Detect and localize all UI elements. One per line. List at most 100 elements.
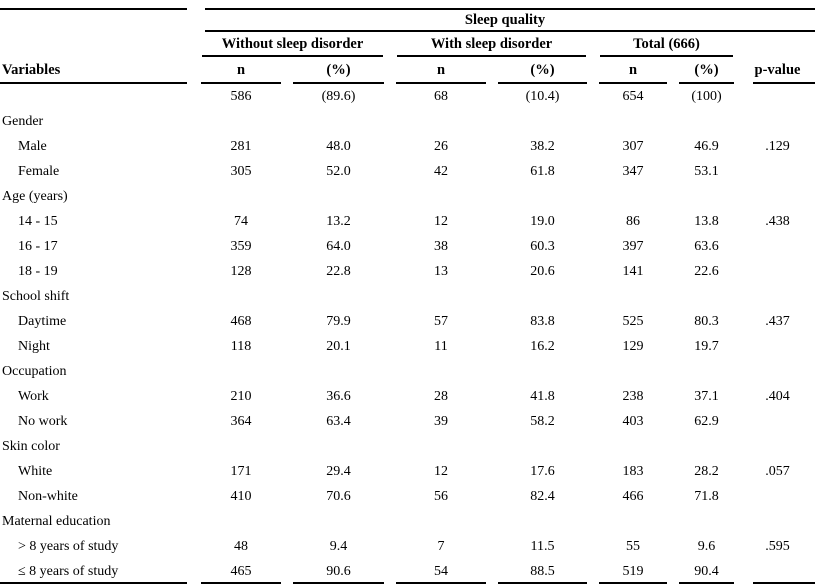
cell-value: 88.5 bbox=[492, 559, 593, 584]
row-label: > 8 years of study bbox=[18, 538, 119, 554]
cell-value: 70.6 bbox=[326, 488, 351, 504]
cell-value: 52.0 bbox=[326, 163, 351, 179]
cell-value: 13.2 bbox=[326, 213, 351, 229]
cell-value: (89.6) bbox=[321, 88, 356, 104]
cell-value: 129 bbox=[622, 338, 644, 354]
group-header-row: Without sleep disorder With sleep disord… bbox=[0, 32, 815, 57]
category-row: Age (years) bbox=[0, 184, 815, 209]
row-label: 16 - 17 bbox=[18, 238, 58, 254]
p-value-cell: .438 bbox=[765, 213, 790, 229]
category-label: Skin color bbox=[2, 438, 60, 454]
cell-value: 20.1 bbox=[326, 338, 351, 354]
cell-value: 16.2 bbox=[530, 338, 555, 354]
cell-value: 57 bbox=[434, 313, 448, 329]
span-header-row: Variables Sleep quality bbox=[0, 8, 815, 77]
cell-value: 586 bbox=[230, 88, 252, 104]
row-label: White bbox=[18, 463, 53, 479]
row-label: Non-white bbox=[18, 488, 78, 504]
group-header-with-sleep-disorder: With sleep disorder bbox=[390, 32, 593, 57]
cell-value: 55 bbox=[626, 538, 640, 554]
cell-value: 654 bbox=[622, 88, 644, 104]
cell-value: 82.4 bbox=[530, 488, 555, 504]
cell-value: 29.4 bbox=[326, 463, 351, 479]
data-row: 16 - 17 359 64.0 38 60.3 397 63.6 bbox=[0, 234, 815, 259]
p-value-cell bbox=[740, 559, 815, 584]
cell-value: 525 bbox=[622, 313, 644, 329]
cell-value: 22.6 bbox=[694, 263, 719, 279]
group-header-total: Total (666) bbox=[593, 32, 740, 57]
cell-value: 20.6 bbox=[530, 263, 555, 279]
data-row: 18 - 19 128 22.8 13 20.6 141 22.6 bbox=[0, 259, 815, 284]
cell-value: 90.6 bbox=[287, 559, 390, 584]
cell-value: 128 bbox=[230, 263, 252, 279]
col-header-pct-total: (%) bbox=[673, 57, 740, 84]
cell-value: 90.4 bbox=[673, 559, 740, 584]
cell-value: 410 bbox=[230, 488, 252, 504]
row-label: Daytime bbox=[18, 313, 67, 329]
data-row: Night 118 20.1 11 16.2 129 19.7 bbox=[0, 334, 815, 359]
cell-value: 465 bbox=[195, 559, 287, 584]
cell-value: 183 bbox=[622, 463, 644, 479]
cell-value: 41.8 bbox=[530, 388, 555, 404]
cell-value: 64.0 bbox=[326, 238, 351, 254]
cell-value: 83.8 bbox=[530, 313, 555, 329]
data-row: > 8 years of study 48 9.4 7 11.5 55 9.6 .595 bbox=[0, 534, 815, 559]
cell-value: 9.4 bbox=[329, 538, 348, 554]
cell-value: 39 bbox=[434, 413, 448, 429]
variables-column-header: Variables bbox=[0, 8, 195, 84]
p-value-cell bbox=[740, 84, 815, 109]
category-label: Gender bbox=[2, 113, 44, 129]
cell-value: 238 bbox=[622, 388, 644, 404]
cell-value: 48 bbox=[234, 538, 248, 554]
cell-value: 347 bbox=[622, 163, 644, 179]
p-value-cell: .595 bbox=[765, 538, 790, 554]
data-row: Daytime 468 79.9 57 83.8 525 80.3 .437 bbox=[0, 309, 815, 334]
col-header-pvalue: p-value bbox=[740, 57, 815, 84]
category-row: Occupation bbox=[0, 359, 815, 384]
cell-value: 359 bbox=[230, 238, 252, 254]
col-header-n-without: n bbox=[195, 57, 287, 84]
row-label: 18 - 19 bbox=[18, 263, 58, 279]
cell-value: 26 bbox=[434, 138, 448, 154]
category-row: School shift bbox=[0, 284, 815, 309]
cell-value: 28 bbox=[434, 388, 448, 404]
cell-value: 171 bbox=[230, 463, 252, 479]
category-row: Skin color bbox=[0, 434, 815, 459]
cell-value: 74 bbox=[234, 213, 248, 229]
cell-value: 63.4 bbox=[326, 413, 351, 429]
cell-value: 68 bbox=[434, 88, 448, 104]
row-label: Night bbox=[18, 338, 50, 354]
cell-value: 54 bbox=[390, 559, 492, 584]
p-value-cell bbox=[740, 259, 815, 284]
cell-value: 63.6 bbox=[694, 238, 719, 254]
cell-value: 519 bbox=[593, 559, 673, 584]
cell-value: 19.0 bbox=[530, 213, 555, 229]
cell-value: 141 bbox=[622, 263, 644, 279]
row-label: No work bbox=[18, 413, 68, 429]
table-body: 586 (89.6) 68 (10.4) 654 (100) Gender Male 281 48… bbox=[0, 84, 815, 584]
category-row: Gender bbox=[0, 109, 815, 134]
cell-value: 46.9 bbox=[694, 138, 719, 154]
category-label: School shift bbox=[2, 288, 70, 304]
row-label: ≤ 8 years of study bbox=[0, 559, 195, 584]
cell-value: 9.6 bbox=[697, 538, 716, 554]
group-header-spacer bbox=[740, 32, 815, 57]
p-value-cell bbox=[740, 334, 815, 359]
cell-value: 17.6 bbox=[530, 463, 555, 479]
row-label bbox=[0, 84, 195, 109]
category-label: Age (years) bbox=[2, 188, 68, 204]
cell-value: 307 bbox=[622, 138, 644, 154]
p-value-cell bbox=[740, 234, 815, 259]
sleep-quality-span-header: Sleep quality bbox=[195, 8, 815, 32]
cell-value: 305 bbox=[230, 163, 252, 179]
data-row: Male 281 48.0 26 38.2 307 46.9 .129 bbox=[0, 134, 815, 159]
category-row: Maternal education bbox=[0, 509, 815, 534]
p-value-cell bbox=[740, 409, 815, 434]
cell-value: 53.1 bbox=[694, 163, 719, 179]
cell-value: 71.8 bbox=[694, 488, 719, 504]
cell-value: 13 bbox=[434, 263, 448, 279]
data-row: No work 364 63.4 39 58.2 403 62.9 bbox=[0, 409, 815, 434]
cell-value: 38 bbox=[434, 238, 448, 254]
row-label: 14 - 15 bbox=[18, 213, 58, 229]
cell-value: (10.4) bbox=[525, 88, 560, 104]
